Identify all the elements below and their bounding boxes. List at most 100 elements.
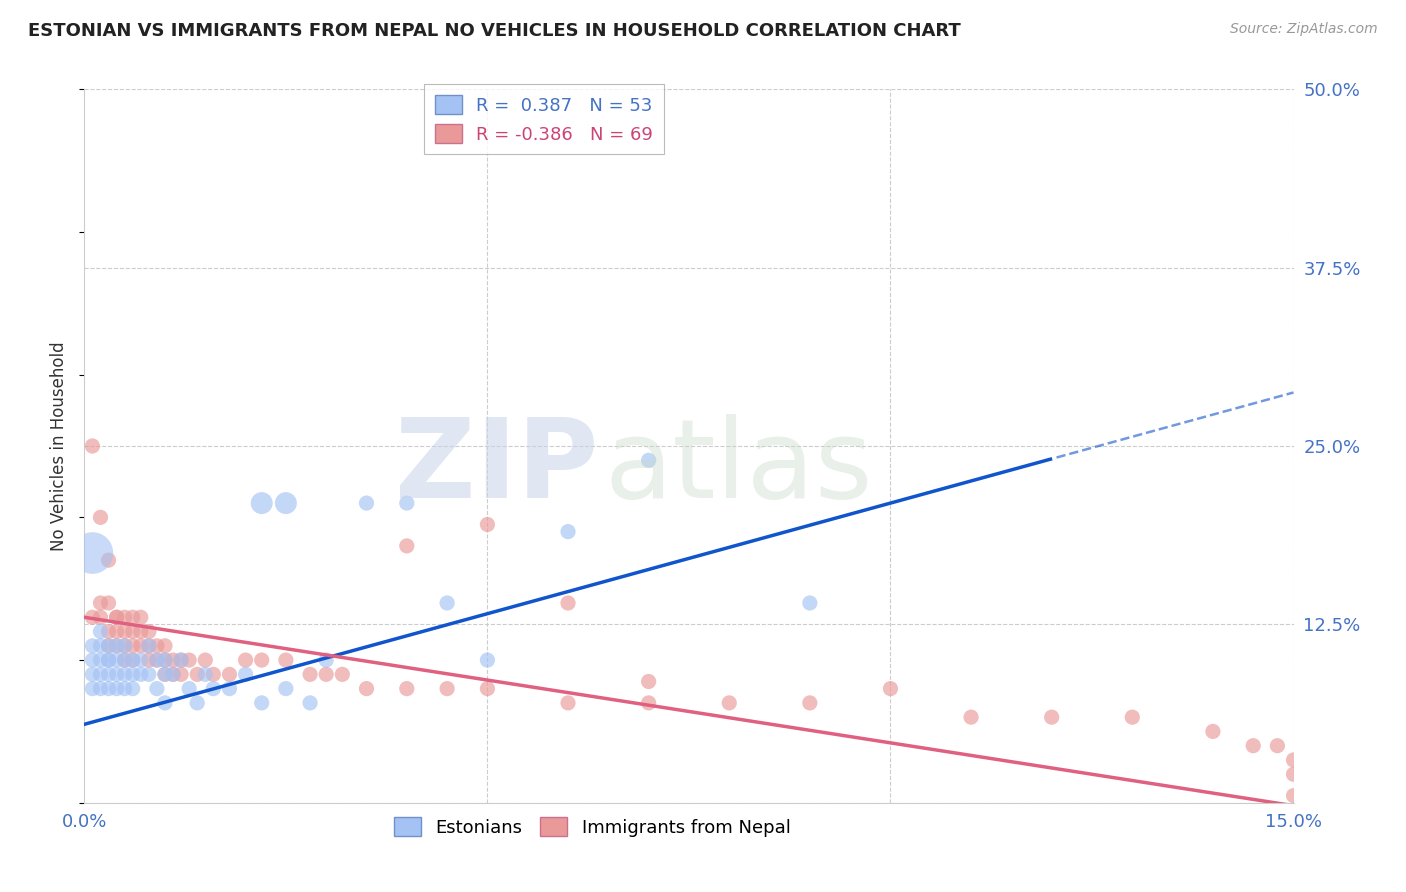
Point xyxy=(718,696,741,710)
Point xyxy=(89,667,111,681)
Point xyxy=(250,696,273,710)
Point xyxy=(121,639,143,653)
Point xyxy=(799,696,821,710)
Point xyxy=(82,681,104,696)
Point xyxy=(153,653,176,667)
Point xyxy=(1267,739,1289,753)
Point xyxy=(637,696,659,710)
Point xyxy=(105,624,128,639)
Point xyxy=(82,610,104,624)
Point xyxy=(89,681,111,696)
Point xyxy=(105,610,128,624)
Point xyxy=(186,667,208,681)
Point xyxy=(114,667,136,681)
Legend: Estonians, Immigrants from Nepal: Estonians, Immigrants from Nepal xyxy=(387,809,799,844)
Point xyxy=(315,667,337,681)
Point xyxy=(299,667,322,681)
Point xyxy=(250,496,273,510)
Point xyxy=(82,439,104,453)
Point xyxy=(105,667,128,681)
Text: Source: ZipAtlas.com: Source: ZipAtlas.com xyxy=(1230,22,1378,37)
Point xyxy=(114,624,136,639)
Point xyxy=(97,639,120,653)
Point xyxy=(121,681,143,696)
Point xyxy=(138,639,160,653)
Point xyxy=(1202,724,1225,739)
Point xyxy=(637,453,659,467)
Point xyxy=(1040,710,1063,724)
Point xyxy=(1282,789,1305,803)
Point xyxy=(129,624,152,639)
Point xyxy=(557,696,579,710)
Point xyxy=(114,639,136,653)
Point xyxy=(105,610,128,624)
Point xyxy=(146,653,169,667)
Point xyxy=(960,710,983,724)
Point xyxy=(202,681,225,696)
Point xyxy=(89,510,111,524)
Point xyxy=(162,667,184,681)
Point xyxy=(97,624,120,639)
Point xyxy=(89,596,111,610)
Point xyxy=(557,596,579,610)
Point xyxy=(557,524,579,539)
Point xyxy=(395,496,418,510)
Point xyxy=(105,681,128,696)
Point xyxy=(89,653,111,667)
Point xyxy=(138,639,160,653)
Point xyxy=(1241,739,1264,753)
Point xyxy=(1121,710,1143,724)
Point xyxy=(153,639,176,653)
Point xyxy=(97,596,120,610)
Point xyxy=(121,653,143,667)
Point xyxy=(138,653,160,667)
Point xyxy=(179,681,201,696)
Text: ESTONIAN VS IMMIGRANTS FROM NEPAL NO VEHICLES IN HOUSEHOLD CORRELATION CHART: ESTONIAN VS IMMIGRANTS FROM NEPAL NO VEH… xyxy=(28,22,960,40)
Point xyxy=(799,596,821,610)
Point xyxy=(121,653,143,667)
Point xyxy=(218,667,240,681)
Point xyxy=(436,596,458,610)
Point xyxy=(477,517,499,532)
Text: ZIP: ZIP xyxy=(395,414,599,521)
Point xyxy=(186,696,208,710)
Point xyxy=(356,496,378,510)
Point xyxy=(146,681,169,696)
Point xyxy=(138,624,160,639)
Point xyxy=(153,653,176,667)
Point xyxy=(97,553,120,567)
Point xyxy=(97,681,120,696)
Point xyxy=(114,653,136,667)
Point xyxy=(114,653,136,667)
Point xyxy=(146,653,169,667)
Point xyxy=(250,653,273,667)
Point xyxy=(153,696,176,710)
Point xyxy=(105,639,128,653)
Point xyxy=(162,667,184,681)
Point xyxy=(477,681,499,696)
Point xyxy=(97,639,120,653)
Point xyxy=(170,653,193,667)
Point xyxy=(356,681,378,696)
Point xyxy=(105,639,128,653)
Point xyxy=(162,653,184,667)
Point xyxy=(274,681,297,696)
Point xyxy=(121,624,143,639)
Point xyxy=(82,653,104,667)
Point xyxy=(179,653,201,667)
Point xyxy=(194,653,217,667)
Point xyxy=(879,681,901,696)
Point xyxy=(330,667,353,681)
Point xyxy=(153,667,176,681)
Point xyxy=(194,667,217,681)
Point xyxy=(114,681,136,696)
Point xyxy=(129,653,152,667)
Point xyxy=(82,639,104,653)
Point xyxy=(395,681,418,696)
Point xyxy=(146,639,169,653)
Point xyxy=(436,681,458,696)
Point xyxy=(97,653,120,667)
Point xyxy=(121,610,143,624)
Point xyxy=(274,496,297,510)
Point xyxy=(114,639,136,653)
